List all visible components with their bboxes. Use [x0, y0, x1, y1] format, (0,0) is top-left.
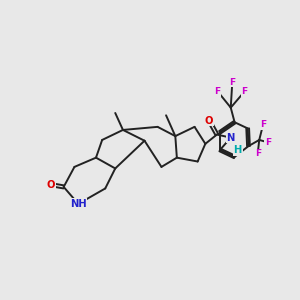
Text: F: F	[255, 149, 261, 158]
Text: F: F	[265, 138, 271, 147]
Text: O: O	[46, 180, 55, 190]
Text: F: F	[260, 120, 266, 129]
Text: N: N	[226, 133, 235, 142]
Text: H: H	[234, 145, 242, 155]
Text: NH: NH	[70, 199, 87, 209]
Text: F: F	[242, 87, 248, 96]
Text: F: F	[214, 87, 221, 96]
Text: F: F	[229, 78, 236, 87]
Text: O: O	[205, 116, 213, 126]
